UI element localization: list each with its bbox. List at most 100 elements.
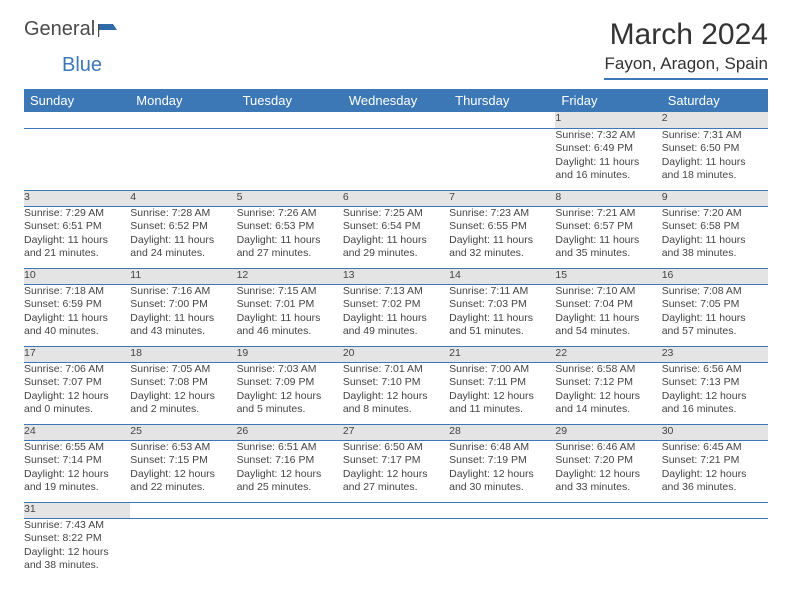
day-info-line: Sunrise: 7:05 AM (130, 363, 236, 377)
weekday-header: Thursday (449, 89, 555, 112)
logo: General (24, 18, 119, 41)
day-info-line: and 5 minutes. (237, 403, 343, 417)
day-info-line: and 46 minutes. (237, 325, 343, 339)
day-info-line: Sunrise: 6:46 AM (555, 441, 661, 455)
day-content-row: Sunrise: 7:06 AMSunset: 7:07 PMDaylight:… (24, 362, 768, 424)
day-info-line: Sunset: 6:49 PM (555, 142, 661, 156)
day-info-line: and 27 minutes. (237, 247, 343, 261)
day-info-line: Daylight: 12 hours (24, 546, 130, 560)
day-info-line: Sunset: 7:17 PM (343, 454, 449, 468)
day-info-line: Daylight: 12 hours (343, 390, 449, 404)
day-info-line: Sunrise: 7:31 AM (662, 129, 768, 143)
day-info-line: Sunset: 7:08 PM (130, 376, 236, 390)
day-number-cell: 30 (662, 424, 768, 440)
day-info-line: and 0 minutes. (24, 403, 130, 417)
day-info-line: and 22 minutes. (130, 481, 236, 495)
day-info-line: Daylight: 11 hours (237, 234, 343, 248)
day-info-line: Daylight: 11 hours (662, 234, 768, 248)
day-number-cell: 27 (343, 424, 449, 440)
day-content-cell: Sunrise: 7:03 AMSunset: 7:09 PMDaylight:… (237, 362, 343, 424)
day-info-line: Daylight: 12 hours (662, 468, 768, 482)
day-info-line: Sunset: 7:00 PM (130, 298, 236, 312)
day-info-line: Sunrise: 7:23 AM (449, 207, 555, 221)
day-info-line: and 14 minutes. (555, 403, 661, 417)
day-info-line: Sunset: 6:57 PM (555, 220, 661, 234)
day-number-cell: 4 (130, 190, 236, 206)
day-info-line: Daylight: 11 hours (24, 234, 130, 248)
day-info-line: and 35 minutes. (555, 247, 661, 261)
day-info-line: Sunrise: 6:58 AM (555, 363, 661, 377)
day-number-cell: 6 (343, 190, 449, 206)
day-content-cell: Sunrise: 7:21 AMSunset: 6:57 PMDaylight:… (555, 206, 661, 268)
day-info-line: Daylight: 12 hours (237, 468, 343, 482)
day-content-cell (662, 518, 768, 580)
header: General March 2024 Fayon, Aragon, Spain (24, 18, 768, 80)
day-content-cell (449, 128, 555, 190)
day-info-line: Daylight: 12 hours (237, 390, 343, 404)
day-info-line: Daylight: 11 hours (449, 312, 555, 326)
day-info-line: Sunrise: 7:25 AM (343, 207, 449, 221)
day-info-line: and 38 minutes. (24, 559, 130, 573)
day-content-cell: Sunrise: 7:29 AMSunset: 6:51 PMDaylight:… (24, 206, 130, 268)
day-info-line: and 19 minutes. (24, 481, 130, 495)
calendar-table: SundayMondayTuesdayWednesdayThursdayFrid… (24, 89, 768, 580)
day-info-line: Daylight: 11 hours (343, 234, 449, 248)
day-info-line: Sunset: 7:13 PM (662, 376, 768, 390)
day-info-line: Daylight: 11 hours (555, 156, 661, 170)
day-number-cell: 11 (130, 268, 236, 284)
day-info-line: Sunset: 7:16 PM (237, 454, 343, 468)
day-info-line: Daylight: 11 hours (130, 234, 236, 248)
day-number-row: 24252627282930 (24, 424, 768, 440)
day-content-cell: Sunrise: 7:05 AMSunset: 7:08 PMDaylight:… (130, 362, 236, 424)
day-info-line: and 21 minutes. (24, 247, 130, 261)
day-number-cell (24, 112, 130, 128)
location: Fayon, Aragon, Spain (604, 54, 768, 80)
day-number-cell: 3 (24, 190, 130, 206)
day-info-line: and 36 minutes. (662, 481, 768, 495)
day-content-cell: Sunrise: 7:00 AMSunset: 7:11 PMDaylight:… (449, 362, 555, 424)
day-number-cell: 12 (237, 268, 343, 284)
day-number-row: 3456789 (24, 190, 768, 206)
day-number-cell: 2 (662, 112, 768, 128)
day-number-cell (662, 502, 768, 518)
day-info-line: Sunset: 6:53 PM (237, 220, 343, 234)
day-info-line: and 16 minutes. (555, 169, 661, 183)
day-info-line: Sunset: 7:11 PM (449, 376, 555, 390)
day-content-cell: Sunrise: 6:46 AMSunset: 7:20 PMDaylight:… (555, 440, 661, 502)
day-info-line: Sunrise: 7:29 AM (24, 207, 130, 221)
title-block: March 2024 Fayon, Aragon, Spain (604, 18, 768, 80)
day-content-cell: Sunrise: 7:31 AMSunset: 6:50 PMDaylight:… (662, 128, 768, 190)
day-content-cell: Sunrise: 7:13 AMSunset: 7:02 PMDaylight:… (343, 284, 449, 346)
day-content-cell: Sunrise: 7:23 AMSunset: 6:55 PMDaylight:… (449, 206, 555, 268)
day-number-cell: 13 (343, 268, 449, 284)
day-info-line: and 25 minutes. (237, 481, 343, 495)
day-info-line: Daylight: 11 hours (130, 312, 236, 326)
day-number-cell (343, 112, 449, 128)
day-content-cell (130, 518, 236, 580)
day-info-line: Sunset: 7:14 PM (24, 454, 130, 468)
day-number-cell: 28 (449, 424, 555, 440)
day-info-line: Daylight: 11 hours (343, 312, 449, 326)
day-info-line: Sunrise: 7:03 AM (237, 363, 343, 377)
day-content-cell: Sunrise: 7:01 AMSunset: 7:10 PMDaylight:… (343, 362, 449, 424)
day-info-line: Daylight: 12 hours (449, 390, 555, 404)
day-info-line: Sunset: 6:51 PM (24, 220, 130, 234)
day-content-cell: Sunrise: 7:26 AMSunset: 6:53 PMDaylight:… (237, 206, 343, 268)
day-info-line: and 8 minutes. (343, 403, 449, 417)
day-info-line: Sunrise: 6:53 AM (130, 441, 236, 455)
day-content-row: Sunrise: 6:55 AMSunset: 7:14 PMDaylight:… (24, 440, 768, 502)
day-info-line: Sunrise: 6:48 AM (449, 441, 555, 455)
day-info-line: Sunset: 7:01 PM (237, 298, 343, 312)
day-info-line: Daylight: 11 hours (662, 312, 768, 326)
day-info-line: Sunset: 6:50 PM (662, 142, 768, 156)
day-info-line: Sunset: 6:52 PM (130, 220, 236, 234)
day-number-cell: 31 (24, 502, 130, 518)
day-number-cell: 7 (449, 190, 555, 206)
day-content-row: Sunrise: 7:43 AMSunset: 8:22 PMDaylight:… (24, 518, 768, 580)
day-info-line: Daylight: 11 hours (24, 312, 130, 326)
day-content-cell: Sunrise: 7:20 AMSunset: 6:58 PMDaylight:… (662, 206, 768, 268)
day-info-line: Sunrise: 6:50 AM (343, 441, 449, 455)
weekday-header: Friday (555, 89, 661, 112)
day-info-line: Sunrise: 6:51 AM (237, 441, 343, 455)
day-info-line: Sunset: 7:15 PM (130, 454, 236, 468)
